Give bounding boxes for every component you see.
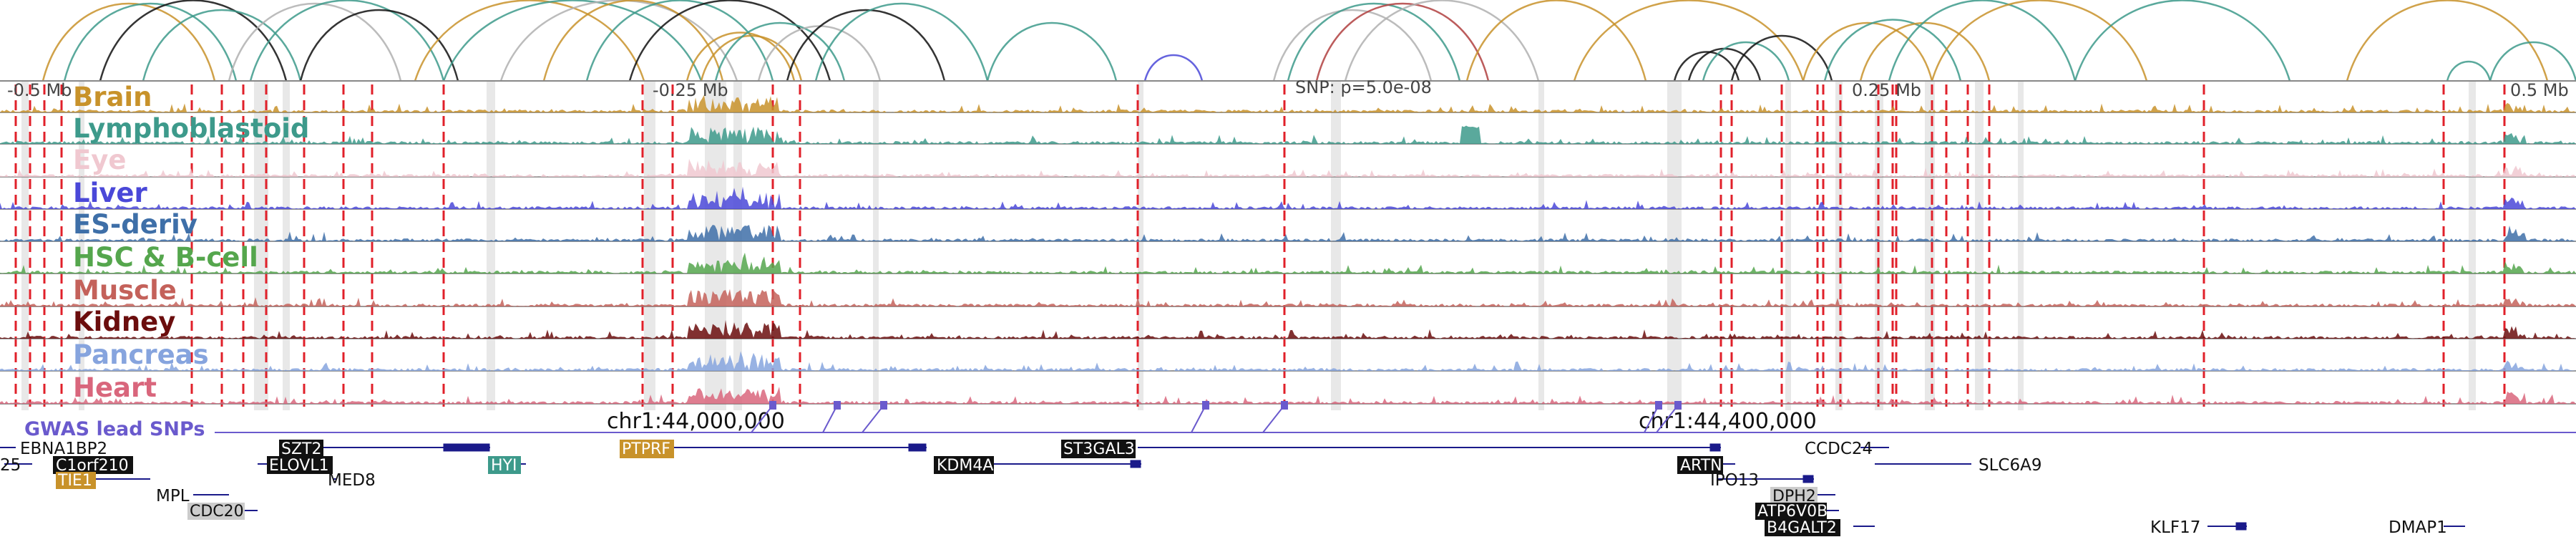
gene-label-dph2[interactable]: DPH2 <box>1772 488 1816 505</box>
track-label-es-deriv[interactable]: ES-deriv <box>73 209 197 240</box>
gene-label-ipo13[interactable]: IPO13 <box>1710 471 1759 490</box>
gene-label-st3gal3[interactable]: ST3GAL3 <box>1063 440 1135 458</box>
gene-label-25[interactable]: 25 <box>0 456 21 475</box>
track-label-hsc-b-cell[interactable]: HSC & B-cell <box>73 242 258 273</box>
gene-label-ptprf[interactable]: PTPRF <box>622 440 670 458</box>
gene-label-b4galt2[interactable]: B4GALT2 <box>1767 519 1837 537</box>
gene-label-atp6v0b[interactable]: ATP6V0B <box>1757 503 1828 521</box>
snp-track-label[interactable]: GWAS lead SNPs <box>24 418 205 440</box>
signal-track-8 <box>0 351 2576 372</box>
track-label-liver[interactable]: Liver <box>73 178 147 208</box>
gene-label-artn[interactable]: ARTN <box>1680 457 1722 475</box>
gene-label-hyi[interactable]: HYI <box>491 457 517 475</box>
signal-tracks <box>0 95 2576 405</box>
track-label-kidney[interactable]: Kidney <box>73 306 175 337</box>
gene-label-ccdc24[interactable]: CCDC24 <box>1805 440 1873 458</box>
axis-label-minus-0.5: -0.5 Mb <box>7 80 72 100</box>
signal-track-7 <box>0 319 2576 339</box>
gene-annotations: EBNA1BP2 25 MED8 MPL CCDC24 SLC6A9 IPO13… <box>0 440 2465 537</box>
gene-label-klf17[interactable]: KLF17 <box>2150 518 2200 537</box>
gene-label-med8[interactable]: MED8 <box>328 471 376 490</box>
gene-label-c1orf210[interactable]: C1orf210 <box>56 457 129 475</box>
axis-label-plus-0.25: 0.25 Mb <box>1852 80 1921 100</box>
signal-track-6 <box>0 289 2576 307</box>
track-label-lymphoblastoid[interactable]: Lymphoblastoid <box>73 113 309 144</box>
signal-track-2 <box>0 158 2576 178</box>
signal-track-0 <box>0 95 2576 113</box>
signal-track-3 <box>0 186 2576 210</box>
gene-label-cdc20[interactable]: CDC20 <box>190 503 244 521</box>
track-label-heart[interactable]: Heart <box>73 372 157 403</box>
gene-label-szt2[interactable]: SZT2 <box>281 440 321 458</box>
snp-markers <box>751 401 1682 433</box>
gene-label-tie1[interactable]: TIE1 <box>57 472 92 490</box>
track-label-brain[interactable]: Brain <box>73 82 152 112</box>
gene-label-ebna1bp2[interactable]: EBNA1BP2 <box>20 440 107 458</box>
coord-label-right: chr1:44,400,000 <box>1639 409 1817 434</box>
track-label-eye[interactable]: Eye <box>73 145 127 175</box>
gene-label-elovl1[interactable]: ELOVL1 <box>269 457 329 475</box>
gene-models <box>0 443 2465 531</box>
gene-label-kdm4a[interactable]: KDM4A <box>937 457 993 475</box>
gene-label-slc6a9[interactable]: SLC6A9 <box>1979 456 2041 475</box>
axis-label-minus-0.25: -0.25 Mb <box>653 80 728 100</box>
enhancer-highlight-bands <box>21 81 2476 410</box>
chromatin-loop-arcs <box>42 0 2576 82</box>
distance-axis: -0.5 Mb -0.25 Mb SNP: p=5.0e-08 0.25 Mb … <box>0 77 2576 100</box>
gene-label-mpl[interactable]: MPL <box>156 487 190 505</box>
signal-track-5 <box>0 252 2576 274</box>
track-label-pancreas[interactable]: Pancreas <box>73 339 209 370</box>
signal-track-1 <box>0 125 2576 145</box>
snp-dashed-lines <box>14 84 2506 407</box>
axis-label-plus-0.5: 0.5 Mb <box>2510 80 2569 100</box>
axis-label-snp: SNP: p=5.0e-08 <box>1295 77 1432 97</box>
gene-label-dmap1[interactable]: DMAP1 <box>2389 518 2447 537</box>
coord-label-left: chr1:44,000,000 <box>607 409 785 434</box>
track-labels: Brain Lymphoblastoid Eye Liver ES-deriv … <box>73 82 309 403</box>
signal-track-4 <box>0 224 2576 242</box>
track-label-muscle[interactable]: Muscle <box>73 275 177 306</box>
gwas-snp-track: GWAS lead SNPs chr1:44,000,000 chr1:44,4… <box>24 401 2576 440</box>
